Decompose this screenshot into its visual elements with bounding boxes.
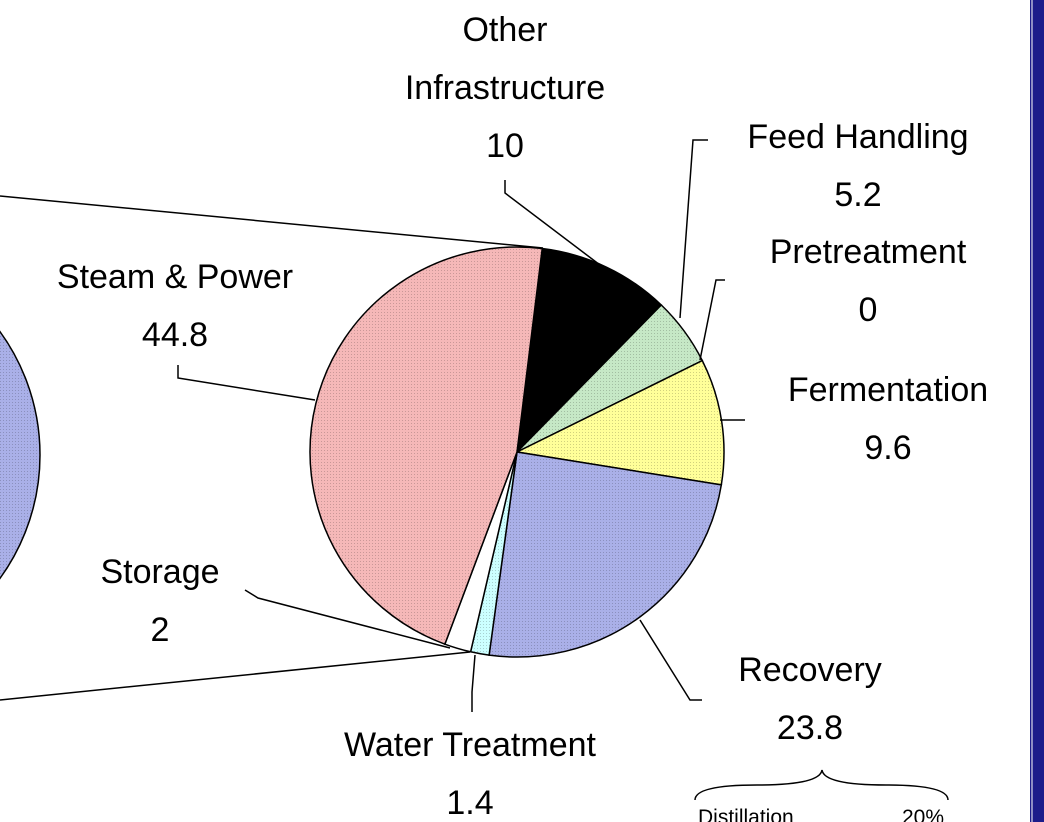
pie bbox=[309, 246, 725, 658]
leader-line bbox=[471, 654, 476, 712]
annotation: Distillation bbox=[698, 806, 794, 822]
slice-label: Storage 2 bbox=[60, 543, 260, 659]
slice-label: Pretreatment 0 bbox=[718, 223, 1018, 339]
pie-slice-texture bbox=[517, 305, 703, 452]
category-label: Steam & Power bbox=[56, 258, 294, 296]
pie-slice-texture bbox=[310, 247, 543, 645]
category-label: Fermentation bbox=[787, 371, 989, 409]
leader-line bbox=[679, 139, 708, 319]
value-label: 2 bbox=[150, 611, 170, 649]
slice-label: Other Infrastructure 10 bbox=[380, 1, 630, 175]
leader-line bbox=[699, 279, 725, 361]
leader-line bbox=[244, 589, 451, 649]
value-label: 10 bbox=[486, 127, 524, 165]
frame-border bbox=[1030, 0, 1044, 822]
category-label: Feed Handling bbox=[747, 118, 969, 156]
pie-slice bbox=[515, 247, 663, 455]
pie-slice-texture bbox=[517, 360, 724, 485]
brace bbox=[694, 769, 949, 801]
category-label: Water Treatment bbox=[344, 726, 596, 764]
value-label: 0 bbox=[858, 291, 878, 329]
slice-label: Fermentation 9.6 bbox=[738, 361, 1038, 477]
value-label: 5.2 bbox=[834, 176, 882, 214]
leaders bbox=[177, 139, 949, 801]
annotation: 20% bbox=[902, 806, 945, 822]
value-label: 44.8 bbox=[141, 316, 209, 354]
slice-label: Water Treatment 1.4 bbox=[320, 716, 620, 822]
category-label: Other Infrastructure bbox=[404, 11, 606, 107]
category-label: Pretreatment bbox=[769, 233, 967, 271]
pie-slice-texture bbox=[489, 452, 722, 657]
secondary-pie-texture bbox=[0, 331, 40, 579]
connector bbox=[0, 195, 544, 249]
value-label: 23.8 bbox=[776, 709, 844, 747]
leader-line bbox=[504, 180, 601, 266]
connector bbox=[0, 651, 471, 701]
category-label: Recovery bbox=[738, 651, 882, 689]
slice-label: Recovery 23.8 bbox=[660, 641, 960, 757]
value-label: 1.4 bbox=[446, 784, 494, 822]
leader-line bbox=[639, 619, 702, 701]
value-label: 9.6 bbox=[864, 429, 912, 467]
leader-line bbox=[177, 365, 316, 401]
slice-label: Feed Handling 5.2 bbox=[708, 108, 1008, 224]
category-label: Storage bbox=[100, 553, 220, 591]
slice-label: Steam & Power 44.8 bbox=[25, 248, 325, 364]
